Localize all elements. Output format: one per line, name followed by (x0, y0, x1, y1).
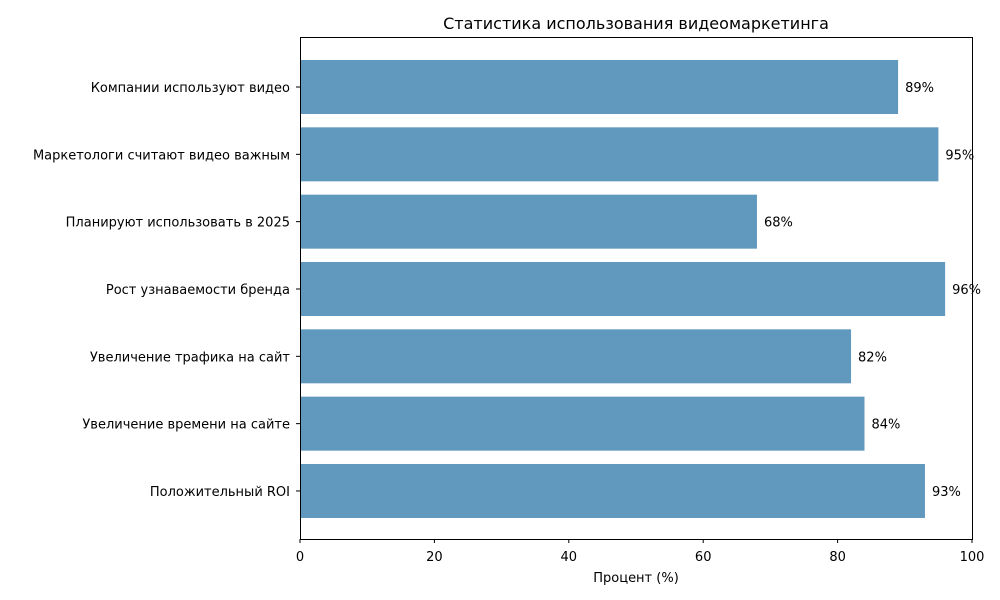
x-tick-label: 60 (695, 550, 712, 565)
x-tick-label: 20 (426, 550, 443, 565)
x-axis-ticks: 0 20 40 60 80 100 (296, 539, 985, 565)
bar-value-label: 89% (905, 81, 934, 96)
y-axis-ticks: Компании используют видео Маркетологи счи… (33, 81, 300, 500)
bar (300, 194, 757, 249)
bar-value-label: 68% (764, 216, 793, 231)
bar (300, 463, 925, 518)
y-tick-label: Увеличение времени на сайте (82, 418, 290, 433)
bar-value-label: 96% (952, 283, 981, 298)
x-tick-label: 100 (960, 550, 985, 565)
x-tick-label: 0 (296, 550, 304, 565)
y-tick-label: Планируют использовать в 2025 (66, 216, 290, 231)
chart-title: Статистика использования видеомаркетинга (443, 14, 829, 33)
bar-value-label: 93% (932, 485, 961, 500)
x-axis-label: Процент (%) (593, 571, 679, 586)
bar-value-label: 84% (871, 418, 900, 433)
bar (300, 60, 899, 114)
bar (300, 329, 852, 384)
y-tick-label: Маркетологи считают видео важным (33, 148, 290, 163)
plot-frame (300, 37, 973, 540)
y-tick-label: Увеличение трафика на сайт (90, 350, 291, 365)
y-tick-label: Рост узнаваемости бренда (106, 283, 290, 298)
bar-value-label: 95% (945, 148, 974, 163)
bars-group (300, 60, 946, 518)
bar (300, 127, 939, 182)
bar (300, 261, 946, 316)
value-labels-group: 89% 95% 68% 96% 82% 84% 93% (764, 81, 981, 500)
x-tick-label: 40 (561, 550, 578, 565)
y-tick-label: Положительный ROI (150, 485, 290, 500)
y-tick-label: Компании используют видео (91, 81, 290, 96)
bar (300, 396, 865, 451)
x-tick-label: 80 (829, 550, 846, 565)
bar-value-label: 82% (858, 350, 887, 365)
